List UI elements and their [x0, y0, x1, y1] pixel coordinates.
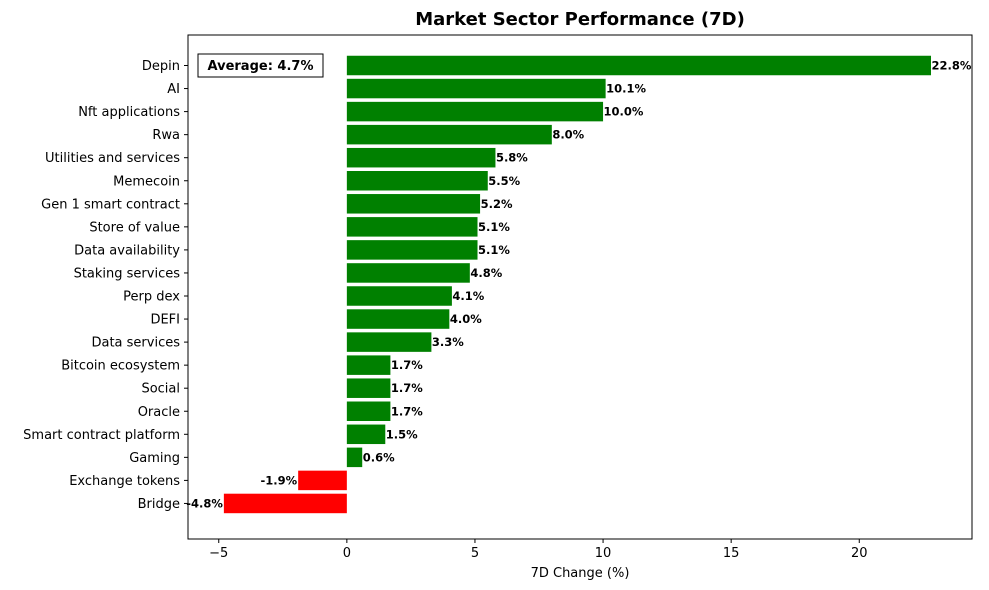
value-label: 10.0% [604, 105, 644, 119]
value-label: 4.1% [452, 289, 484, 303]
bar-depin [346, 55, 932, 76]
value-label: -4.8% [186, 496, 223, 510]
value-label: 22.8% [932, 59, 972, 73]
value-label: 5.1% [478, 220, 510, 234]
bar-staking-services [346, 263, 470, 283]
bar-exchange-tokens [298, 470, 347, 491]
bar-gaming [346, 447, 363, 468]
bar-utilities-and-services [346, 147, 496, 168]
bar-store-of-value [346, 217, 478, 237]
value-label: 10.1% [606, 82, 646, 96]
average-label: Average: 4.7% [208, 59, 314, 74]
y-axis-ticks: Depin AI Nft applications Rwa Utilities and … [23, 59, 188, 512]
y-tick-label: Memecoin [113, 174, 180, 189]
y-tick-label: Store of value [89, 220, 180, 235]
value-label: 1.7% [391, 381, 423, 395]
x-tick-label: −5 [209, 546, 228, 561]
bar-perp-dex [346, 286, 452, 306]
value-label: 0.6% [363, 450, 395, 464]
bar-social [346, 378, 391, 398]
x-axis-label: 7D Change (%) [531, 566, 630, 581]
value-label: 8.0% [552, 128, 584, 142]
y-tick-label: Utilities and services [45, 151, 180, 166]
value-label: 5.1% [478, 243, 510, 257]
bar-ai [346, 78, 606, 99]
value-label: 3.3% [432, 335, 464, 349]
y-tick-label: Social [141, 382, 180, 397]
value-label: 5.2% [481, 197, 513, 211]
y-tick-label: AI [167, 82, 180, 97]
y-tick-label: Staking services [74, 266, 181, 281]
value-label: 4.0% [450, 312, 482, 326]
x-tick-label: 10 [595, 546, 612, 561]
average-box [197, 53, 324, 78]
bar-nft-applications [346, 101, 604, 122]
x-tick-label: 0 [343, 546, 351, 561]
y-tick-label: Bitcoin ecosystem [61, 359, 180, 374]
bar-bitcoin-ecosystem [346, 355, 391, 375]
value-label: 4.8% [470, 266, 502, 280]
bar-rwa [346, 124, 552, 145]
y-tick-label: Gaming [129, 451, 180, 466]
x-axis-ticks: −5 0 5 10 15 20 [209, 539, 868, 561]
y-tick-label: Gen 1 smart contract [41, 197, 180, 212]
value-label: 1.5% [386, 427, 418, 441]
bar-smart-contract-platform [346, 424, 386, 445]
y-tick-label: Rwa [152, 128, 180, 143]
bar-memecoin [346, 171, 488, 191]
bar-defi [346, 309, 450, 329]
y-tick-label: Depin [142, 59, 180, 74]
value-label: -1.9% [260, 473, 297, 487]
y-tick-label: Data services [91, 336, 180, 351]
y-tick-label: Perp dex [123, 290, 180, 305]
value-label: 1.7% [391, 404, 423, 418]
bar-oracle [346, 401, 391, 421]
y-tick-label: Oracle [138, 405, 180, 420]
y-tick-label: Bridge [138, 497, 180, 512]
bar-data-availability [346, 240, 478, 260]
y-tick-label: Smart contract platform [23, 428, 180, 443]
bar-gen-1-smart-contract [346, 194, 481, 214]
plot-frame [187, 34, 973, 540]
bar-data-services [346, 332, 432, 352]
y-tick-label: DEFI [150, 313, 180, 328]
x-tick-label: 15 [723, 546, 740, 561]
value-labels: 22.8% 10.1% 10.0% 8.0% 5.8% 5.5% 5.2% 5.1% 5.1% 4… [186, 59, 972, 511]
x-tick-label: 20 [851, 546, 868, 561]
bars [223, 55, 932, 514]
average-annotation: Average: 4.7% [197, 53, 324, 78]
y-tick-label: Exchange tokens [69, 474, 180, 489]
bar-bridge [223, 493, 347, 514]
value-label: 1.7% [391, 358, 423, 372]
value-label: 5.5% [488, 174, 520, 188]
x-tick-label: 5 [471, 546, 479, 561]
value-label: 5.8% [496, 151, 528, 165]
chart-title: Market Sector Performance (7D) [415, 9, 745, 30]
y-tick-label: Nft applications [78, 105, 180, 120]
y-tick-label: Data availability [74, 243, 180, 258]
